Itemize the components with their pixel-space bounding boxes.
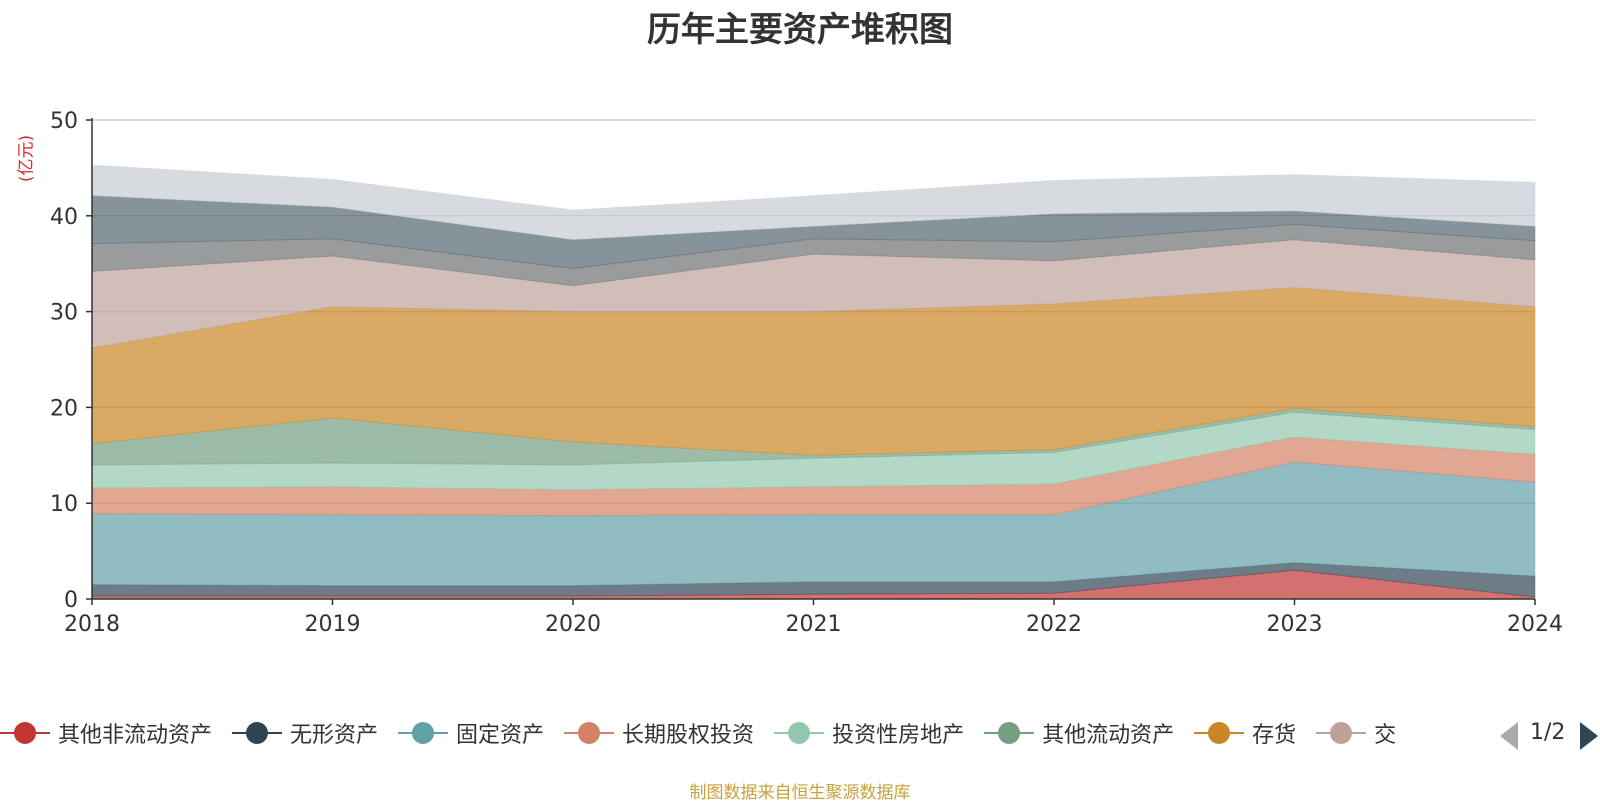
legend-label: 交 bbox=[1374, 723, 1397, 748]
y-tick-label: 50 bbox=[50, 109, 78, 134]
legend-marker-icon bbox=[0, 716, 50, 750]
legend-label: 长期股权投资 bbox=[622, 723, 755, 748]
legend-label: 固定资产 bbox=[456, 723, 545, 748]
legend-next-page-icon[interactable] bbox=[1580, 722, 1598, 750]
axes: 0 10 20 30 40 50 2018 2019 2020 2021 2022 2023 2024 bbox=[50, 109, 1563, 637]
data-source-note: 制图数据来自恒生聚源数据库 bbox=[689, 783, 911, 803]
area-series[interactable] bbox=[91, 461, 1536, 587]
area-series[interactable] bbox=[91, 164, 1536, 241]
legend-pager: 1/2 bbox=[1500, 718, 1600, 752]
legend-prev-page-icon[interactable] bbox=[1500, 722, 1518, 750]
legend-item[interactable]: 存货 bbox=[1194, 716, 1296, 750]
legend-item[interactable]: 其他流动资产 bbox=[984, 716, 1174, 750]
legend-marker-icon bbox=[1316, 716, 1367, 750]
legend-marker-icon bbox=[232, 716, 283, 750]
area-series[interactable] bbox=[91, 407, 1536, 466]
legend-marker-icon bbox=[774, 716, 825, 750]
area-series[interactable] bbox=[91, 562, 1536, 598]
legend-item[interactable]: 长期股权投资 bbox=[564, 716, 754, 750]
x-tick-label: 2022 bbox=[1026, 612, 1082, 637]
area-series[interactable] bbox=[91, 223, 1536, 287]
legend-label: 无形资产 bbox=[290, 723, 379, 748]
y-tick-label: 40 bbox=[50, 205, 78, 230]
y-tick-label: 0 bbox=[64, 588, 78, 613]
x-tick-label: 2019 bbox=[305, 612, 361, 637]
x-tick-label: 2024 bbox=[1507, 612, 1563, 637]
legend-item[interactable]: 无形资产 bbox=[232, 716, 378, 750]
legend-marker-icon bbox=[564, 716, 615, 750]
legend-item[interactable]: 投资性房地产 bbox=[774, 716, 964, 750]
x-tick-label: 2023 bbox=[1267, 612, 1323, 637]
legend-label: 其他非流动资产 bbox=[58, 723, 213, 748]
x-tick-label: 2020 bbox=[545, 612, 601, 637]
legend-label: 投资性房地产 bbox=[832, 723, 965, 748]
area-series-layer bbox=[91, 164, 1536, 600]
legend-marker-icon bbox=[398, 716, 449, 750]
legend-item[interactable]: 交 bbox=[1316, 716, 1396, 750]
area-series[interactable] bbox=[91, 239, 1536, 349]
chart-title: 历年主要资产堆积图 bbox=[647, 10, 953, 50]
legend-marker-icon bbox=[1194, 716, 1245, 750]
legend-marker-icon bbox=[984, 716, 1035, 750]
stacked-area-chart: 0 10 20 30 40 50 2018 2019 2020 2021 2022 2023 2024 bbox=[50, 109, 1563, 637]
legend-label: 存货 bbox=[1252, 723, 1297, 748]
x-tick-label: 2018 bbox=[64, 612, 120, 637]
y-tick-label: 30 bbox=[50, 301, 78, 326]
legend: 其他非流动资产 无形资产 固定资产 长期股权投资 投资性房地产 其他流动资产 存货 交 bbox=[0, 716, 1470, 750]
legend-label: 其他流动资产 bbox=[1042, 723, 1175, 748]
y-tick-label: 10 bbox=[50, 492, 78, 517]
x-tick-label: 2021 bbox=[786, 612, 842, 637]
y-tick-label: 20 bbox=[50, 396, 78, 421]
legend-item[interactable]: 固定资产 bbox=[398, 716, 544, 750]
legend-page-indicator: 1/2 bbox=[1530, 720, 1566, 745]
legend-item[interactable]: 其他非流动资产 bbox=[0, 716, 212, 750]
